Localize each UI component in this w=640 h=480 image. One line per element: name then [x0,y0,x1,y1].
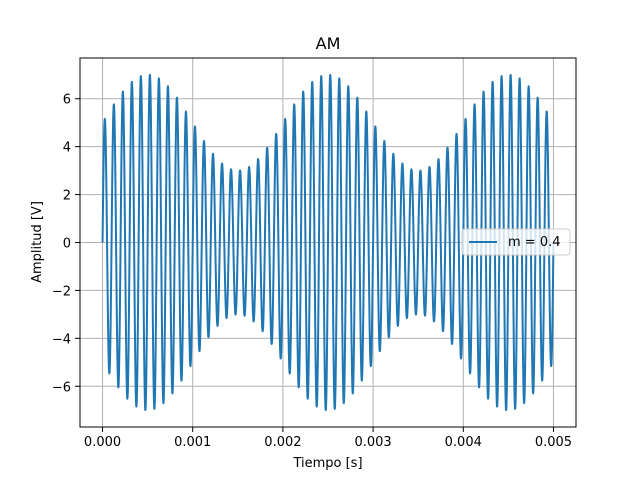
legend-box [461,228,571,256]
legend-label: m = 0.4 [508,235,561,250]
x-tick-label: 0.004 [445,435,482,450]
y-tick-label: −2 [52,284,71,299]
legend: m = 0.4 [461,228,571,256]
x-axis-label: Tiempo [s] [292,456,362,471]
y-tick-label: −4 [52,332,71,347]
y-tick-label: 6 [63,93,71,108]
series-layer [101,73,555,412]
y-axis-ticks: −6 −4 −2 0 2 4 6 [52,93,80,395]
y-tick-label: 4 [63,141,71,156]
x-axis-ticks: 0.000 0.001 0.002 0.003 0.004 0.005 [84,427,572,450]
y-axis-label: Amplitud [V] [30,201,45,283]
x-tick-label: 0.001 [174,435,211,450]
x-tick-label: 0.000 [84,435,121,450]
series-line-am [101,73,555,412]
y-tick-label: 0 [63,237,71,252]
y-tick-label: 2 [63,189,71,204]
x-tick-label: 0.002 [264,435,301,450]
y-tick-label: −6 [52,380,71,395]
x-tick-label: 0.005 [535,435,572,450]
x-tick-label: 0.003 [354,435,391,450]
chart-title: AM [316,34,341,53]
